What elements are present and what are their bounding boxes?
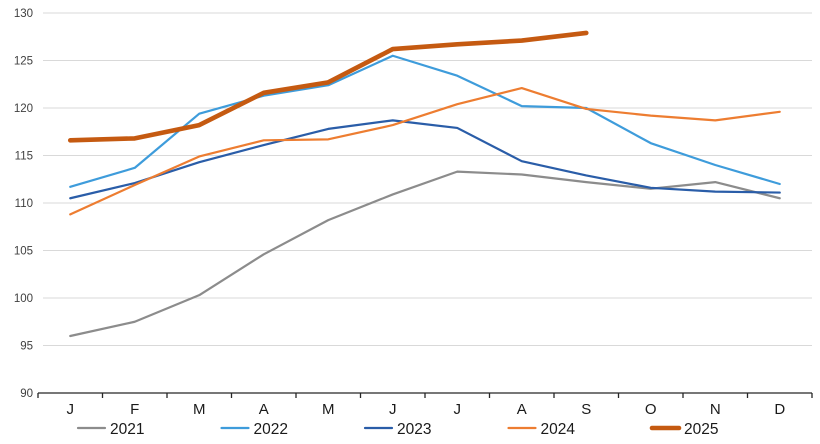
series-line-2025 [67,30,589,143]
x-axis-label: J [67,401,75,418]
legend-label-2025: 2025 [684,421,718,438]
series-line-2023 [69,119,781,200]
y-axis-label: 110 [15,198,33,210]
x-axis-label: M [193,401,206,418]
y-axis-label: 100 [14,293,33,305]
y-axis-label: 105 [14,246,33,258]
y-axis-label: 125 [14,56,33,68]
y-axis-label: 115 [15,151,33,163]
x-axis-label: J [389,401,397,418]
x-axis-label: A [259,401,269,418]
x-axis-label: O [645,401,657,418]
x-axis-label: D [774,401,785,418]
x-axis-label: M [322,401,335,418]
x-axis-label: J [454,401,462,418]
y-axis-label: 130 [14,8,33,20]
x-axis-label: S [581,401,591,418]
y-axis-label: 90 [20,388,33,400]
series-line-2024 [69,86,781,216]
legend-label-2023: 2023 [397,421,431,438]
y-axis-label: 120 [14,103,33,115]
legend-label-2022: 2022 [254,421,288,438]
series-line-2021 [69,170,781,338]
legend-label-2021: 2021 [110,421,144,438]
series-line-2022 [69,54,781,188]
y-axis-label: 95 [20,341,33,353]
x-axis-label: F [130,401,139,418]
x-axis-label: A [517,401,527,418]
legend-label-2024: 2024 [541,421,576,438]
x-axis-label: N [710,401,721,418]
